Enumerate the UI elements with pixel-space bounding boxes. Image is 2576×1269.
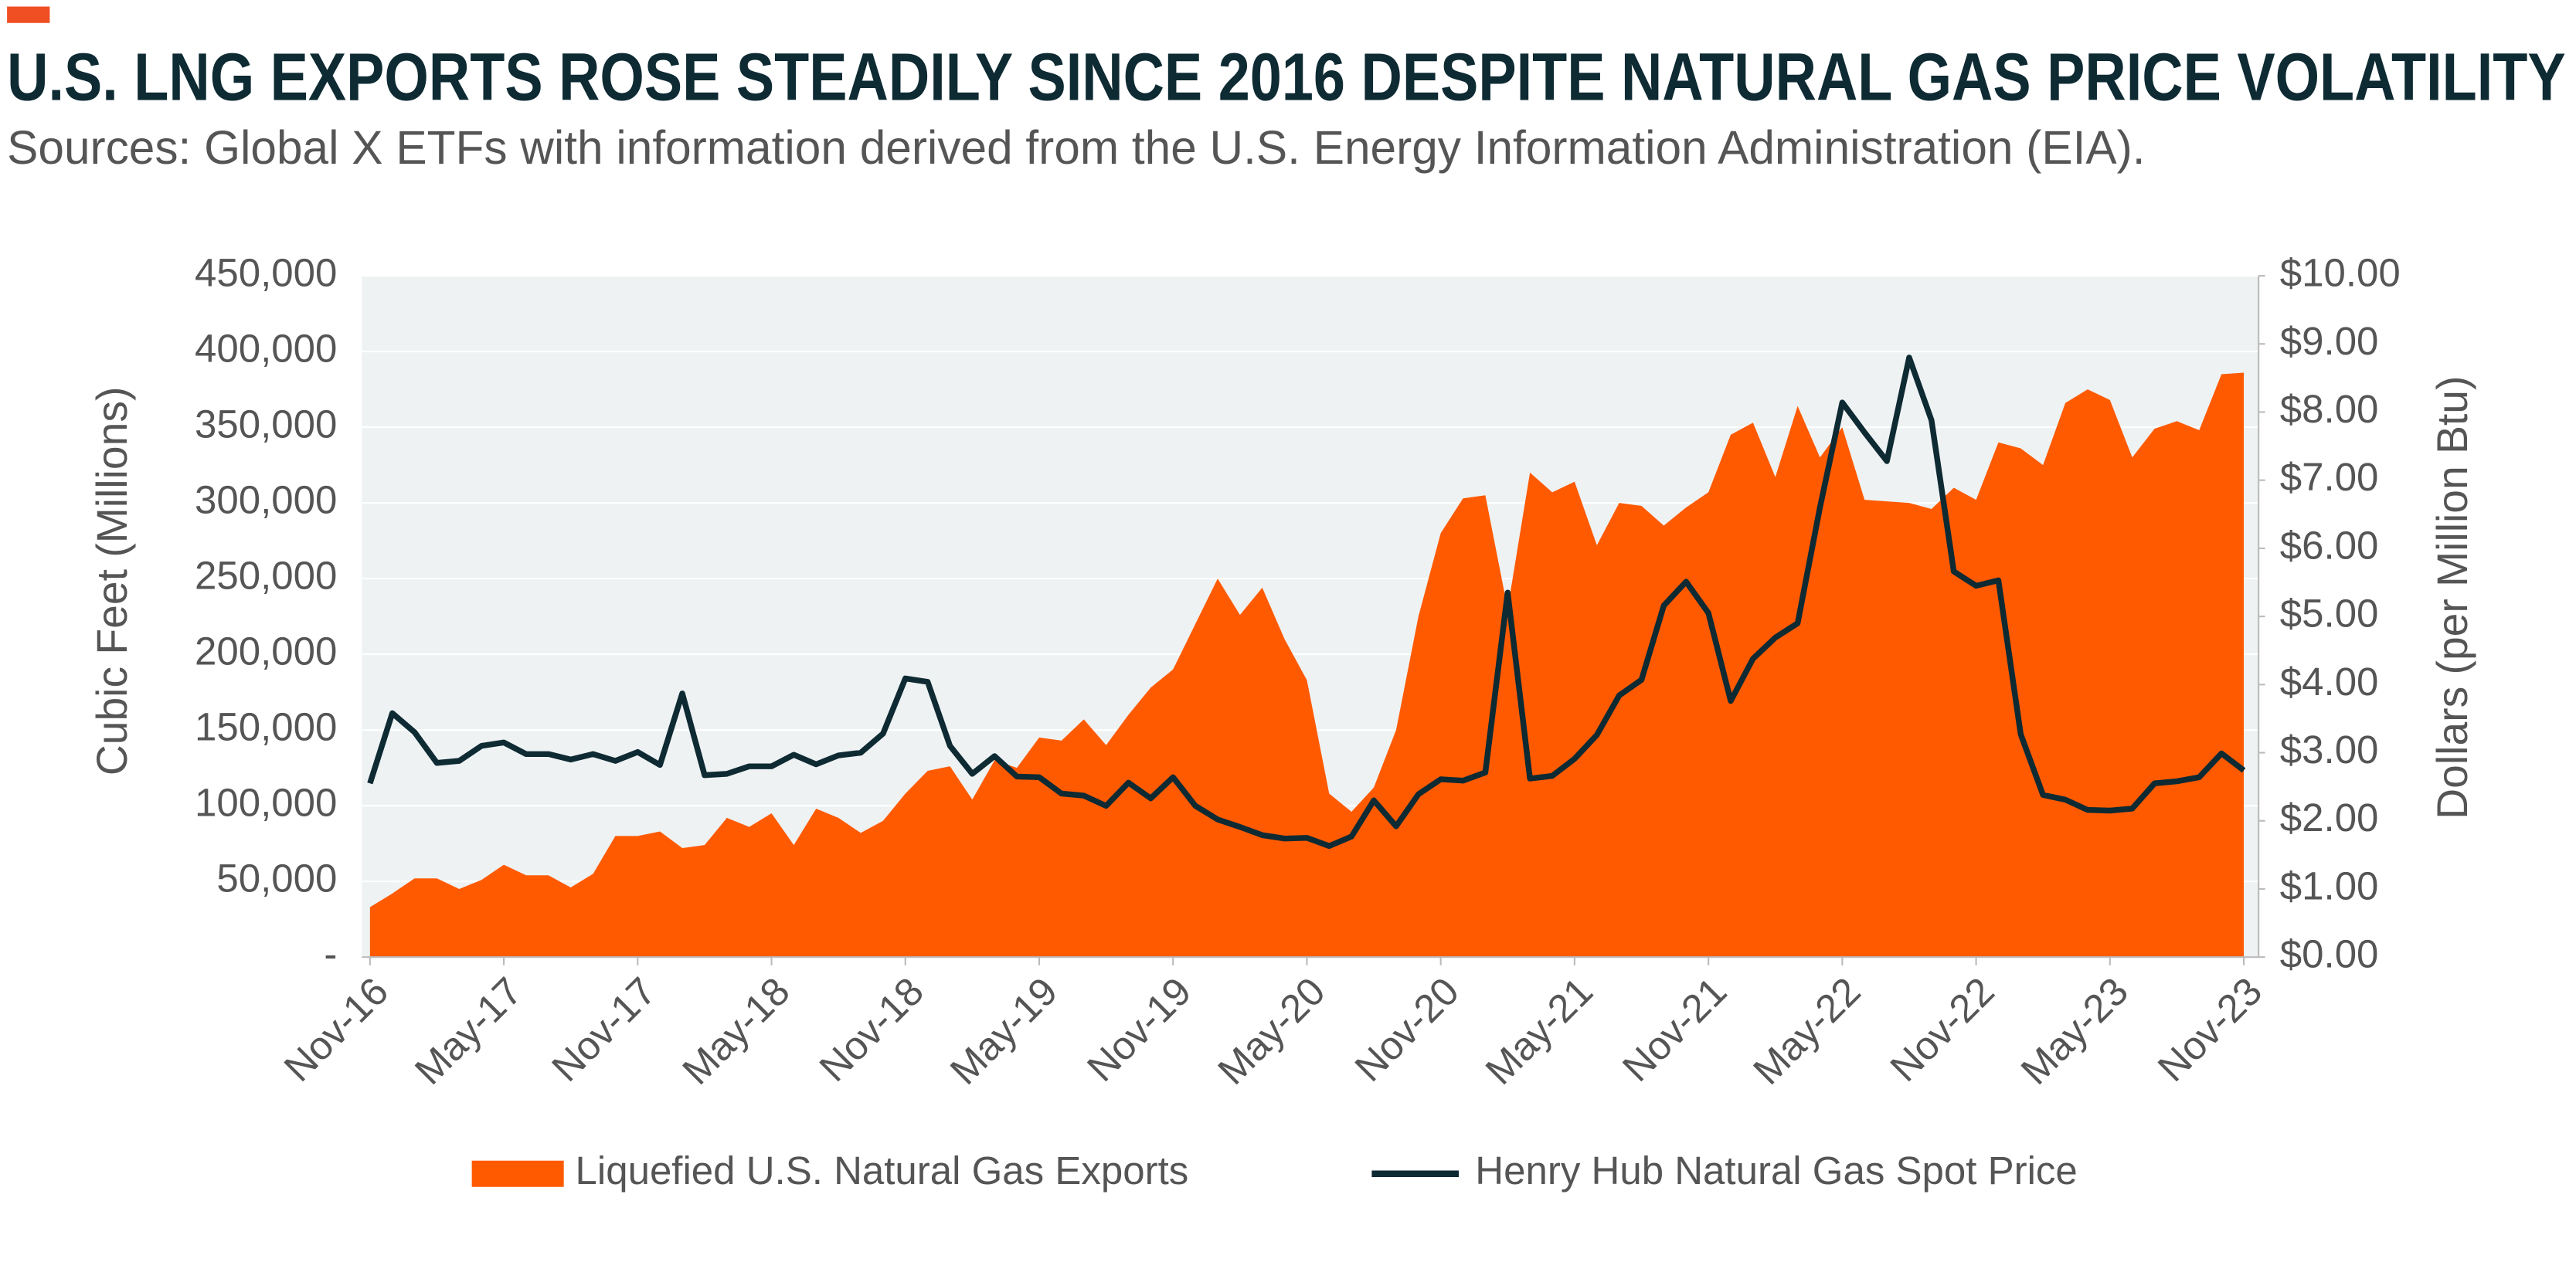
x-tick-label: May-22 [1745, 969, 1869, 1093]
x-tick-label: Nov-20 [1346, 969, 1467, 1090]
y2-tick-label: $8.00 [2280, 387, 2379, 431]
x-tick-label: Nov-19 [1079, 969, 1200, 1090]
x-tick-label: May-19 [942, 969, 1066, 1093]
y-tick-label: 350,000 [195, 402, 337, 446]
y-tick-label: 450,000 [195, 251, 337, 295]
y2-tick-label: $9.00 [2280, 319, 2379, 363]
line [367, 355, 2246, 850]
y2-tick-label: $1.00 [2280, 864, 2379, 908]
y2-tick-label: $2.00 [2280, 796, 2379, 840]
y-tick-label: 150,000 [195, 705, 337, 749]
y-axis-label: Cubic Feet (Millions) [88, 387, 136, 776]
x-tick-label: Nov-16 [276, 969, 397, 1090]
y2-tick-label: $10.00 [2280, 251, 2401, 295]
chart-subtitle: Sources: Global X ETFs with information … [7, 121, 2145, 175]
y-tick-label: 100,000 [195, 781, 337, 825]
x-tick-label: May-18 [674, 969, 798, 1093]
x-tick-label: Nov-18 [811, 969, 933, 1090]
y-tick-label: - [324, 932, 337, 976]
y2-tick-label: $4.00 [2280, 660, 2379, 704]
x-tick-label: Nov-17 [543, 969, 664, 1090]
y2-axis-label: Dollars (per Million Btu) [2428, 376, 2476, 819]
y2-tick-label: $7.00 [2280, 455, 2379, 499]
y2-tick-label: $0.00 [2280, 932, 2379, 976]
x-tick-label: May-21 [1477, 969, 1602, 1093]
area [369, 372, 2245, 958]
y2-tick-label: $5.00 [2280, 592, 2379, 636]
y2-tick-label: $6.00 [2280, 523, 2379, 567]
chart-title: U.S. LNG EXPORTS ROSE STEADILY SINCE 201… [7, 39, 2566, 114]
x-tick-label: May-23 [2013, 969, 2137, 1093]
y-tick-label: 200,000 [195, 629, 337, 674]
y-tick-label: 400,000 [195, 327, 337, 371]
x-tick-label: May-17 [406, 969, 531, 1093]
y-tick-label: 50,000 [216, 857, 337, 901]
y-tick-label: 250,000 [195, 554, 337, 598]
y-tick-label: 300,000 [195, 478, 337, 522]
brand-mark [7, 6, 50, 23]
x-tick-label: Nov-21 [1614, 969, 1735, 1090]
legend-swatch [471, 1160, 564, 1187]
legend-label: Liquefied U.S. Natural Gas Exports [576, 1149, 1189, 1193]
legend-label: Henry Hub Natural Gas Spot Price [1475, 1149, 2077, 1193]
x-tick-label: Nov-23 [2149, 969, 2271, 1090]
x-tick-label: Nov-22 [1881, 969, 2003, 1090]
y2-tick-label: $3.00 [2280, 728, 2379, 772]
x-tick-label: May-20 [1209, 969, 1334, 1093]
